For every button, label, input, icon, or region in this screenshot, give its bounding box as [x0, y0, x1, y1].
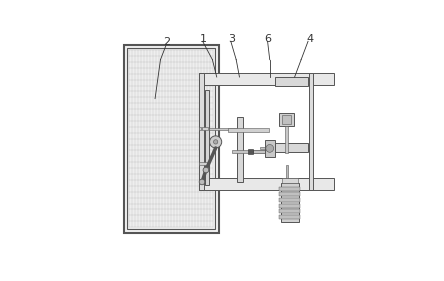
Bar	[199, 178, 333, 189]
Bar	[124, 45, 219, 233]
Text: 4: 4	[306, 34, 313, 44]
Bar	[286, 165, 288, 178]
Bar	[281, 115, 291, 124]
Bar	[199, 127, 208, 130]
Bar	[275, 143, 308, 152]
Bar	[227, 128, 269, 132]
Bar	[199, 73, 333, 85]
Circle shape	[266, 144, 274, 152]
Bar	[199, 162, 208, 165]
Bar	[285, 126, 288, 153]
Bar	[279, 192, 300, 196]
Text: 1: 1	[200, 34, 207, 44]
Text: 3: 3	[228, 34, 235, 44]
Bar	[237, 117, 243, 182]
Circle shape	[214, 140, 218, 144]
Bar	[279, 209, 300, 213]
Bar	[275, 77, 308, 86]
Bar	[260, 147, 286, 149]
Bar	[279, 198, 300, 202]
Circle shape	[203, 167, 209, 173]
Bar	[127, 48, 215, 229]
Bar	[209, 128, 239, 130]
Bar	[265, 140, 274, 157]
Bar	[253, 150, 268, 153]
Bar	[232, 150, 266, 153]
Bar	[248, 149, 253, 154]
Bar	[281, 183, 299, 222]
Bar	[199, 73, 204, 189]
Bar	[201, 128, 202, 129]
Circle shape	[199, 179, 205, 185]
Bar	[279, 215, 300, 219]
Bar	[279, 187, 300, 191]
Bar	[279, 113, 293, 126]
Text: 6: 6	[264, 34, 271, 44]
Circle shape	[210, 136, 222, 148]
Bar	[279, 204, 300, 208]
Bar	[309, 73, 313, 189]
Bar	[205, 90, 209, 185]
Text: 2: 2	[163, 37, 170, 47]
Bar	[281, 178, 298, 183]
